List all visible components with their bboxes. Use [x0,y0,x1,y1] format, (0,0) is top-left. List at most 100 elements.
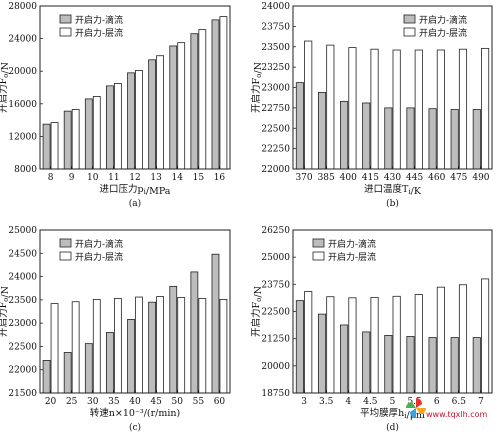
legend-label-b-0: 开启力-滴流 [419,14,467,26]
bar-b-layer-415 [370,48,379,170]
bar-d-droplet-3 [295,300,304,394]
bar-c-droplet-55 [190,271,199,394]
legend-swatch-d-0 [312,238,325,248]
x-axis-title-c: 转速n×10⁻³/(r/min) [90,407,181,419]
xtick-label-a-13: 13 [150,173,162,183]
bar-a-layer-15 [198,29,207,170]
y-axis-title-a: 开启力Fo/N [0,62,11,113]
bar-b-layer-445 [414,49,423,170]
xtick-label-b-430: 430 [384,173,401,183]
ytick-label-d-20000: 20000 [261,362,290,372]
bar-a-droplet-10 [84,98,93,170]
xtick-label-b-385: 385 [318,173,335,183]
ytick-label-a-12000: 12000 [8,132,37,142]
xtick-label-b-460: 460 [428,173,445,183]
ytick-label-c-23500: 23500 [8,296,37,306]
bar-b-droplet-415 [362,102,371,170]
legend-label-d-0: 开启力-滴流 [328,238,376,250]
ytick-label-d-23750: 23750 [261,280,290,290]
ytick-label-c-23000: 23000 [8,319,37,329]
legend-swatch-c-1 [59,251,72,261]
xtick-label-c-55: 55 [193,397,205,407]
ytick-label-d-18750: 18750 [261,389,290,399]
y-axis-title-b: 开启力Fo/N [250,62,264,113]
xtick-label-a-12: 12 [129,173,140,183]
chart-d: 18750 20000 21250 22500 23750 25000 26250 3 3.5 4… [250,226,493,432]
bar-c-droplet-45 [148,301,157,394]
legend-label-c-0: 开启力-滴流 [75,238,123,250]
xtick-label-a-14: 14 [171,173,183,183]
xtick-label-a-16: 16 [214,173,226,183]
bar-d-droplet-6.5 [450,337,459,394]
ytick-label-c-24500: 24500 [8,249,37,259]
ytick-label-b-23250: 23250 [261,63,290,73]
ytick-label-d-22500: 22500 [261,308,290,318]
bar-a-layer-12 [135,69,143,170]
x-axis-title-b: 进口温度Ti/K [364,183,422,197]
bar-d-layer-5 [392,295,401,394]
bar-d-layer-3 [304,291,313,394]
bar-c-layer-45 [156,296,164,394]
bar-d-droplet-5 [384,335,393,394]
ytick-label-b-23000: 23000 [261,84,290,94]
bar-c-droplet-25 [63,352,72,394]
bar-a-layer-9 [71,109,80,170]
panel-label-b: (b) [386,198,399,209]
bar-a-layer-16 [219,16,228,170]
bar-c-droplet-35 [106,332,114,394]
xtick-label-b-415: 415 [362,173,379,183]
ytick-label-b-23750: 23750 [261,22,290,32]
xtick-label-b-445: 445 [406,173,423,183]
watermark: www.tqxlh.com [404,396,490,424]
bar-a-droplet-16 [211,19,220,170]
panel-label-a: (a) [129,198,141,209]
bar-c-layer-25 [71,301,80,394]
bar-b-droplet-430 [384,107,393,170]
bar-c-droplet-30 [84,343,93,394]
bar-a-layer-11 [113,83,122,170]
bar-d-layer-4 [348,297,357,394]
bar-a-layer-14 [177,42,186,170]
ytick-label-b-23500: 23500 [261,43,290,53]
xtick-label-d-4.5: 4.5 [363,397,378,407]
ytick-label-d-25000: 25000 [261,253,290,263]
xtick-label-b-400: 400 [340,173,357,183]
chart-c: 21500 22000 22500 23000 23500 24000 24500 25000… [0,226,231,432]
ytick-label-b-22000: 22000 [261,165,290,175]
bar-c-droplet-40 [127,319,135,394]
bar-a-droplet-8 [42,123,51,170]
xtick-label-a-8: 8 [48,173,54,183]
ytick-label-b-22750: 22750 [261,104,290,114]
xtick-label-c-40: 40 [129,397,141,407]
bar-c-layer-35 [113,298,122,394]
bar-b-layer-400 [348,47,357,170]
xtick-label-d-5: 5 [390,397,396,407]
bar-d-droplet-3.5 [317,313,327,394]
bar-d-layer-3.5 [326,296,335,394]
bar-b-droplet-475 [450,109,459,170]
y-axis-title-c: 开启力Fo/N [0,286,11,337]
bar-d-layer-6.5 [458,284,468,394]
xtick-label-d-4: 4 [345,397,351,407]
legend-label-d-1: 开启力-层流 [328,251,376,263]
bar-a-droplet-14 [169,45,178,170]
ytick-label-b-22500: 22500 [261,124,290,134]
xtick-label-d-3.5: 3.5 [319,397,334,407]
bar-a-droplet-9 [63,110,72,170]
xtick-label-c-45: 45 [150,397,162,407]
chart-b: 22000 22250 22500 22750 23000 23250 23500 23750… [250,2,493,209]
bar-a-droplet-13 [148,59,157,170]
ytick-label-d-26250: 26250 [261,226,290,236]
bar-c-layer-30 [92,298,101,394]
xtick-label-b-475: 475 [450,173,467,183]
legend-swatch-a-1 [59,27,72,37]
bar-b-droplet-370 [295,82,304,170]
legend-swatch-b-0 [403,14,416,24]
bar-b-layer-475 [458,48,468,170]
bar-d-layer-6 [436,286,445,394]
bar-c-layer-40 [135,296,143,394]
